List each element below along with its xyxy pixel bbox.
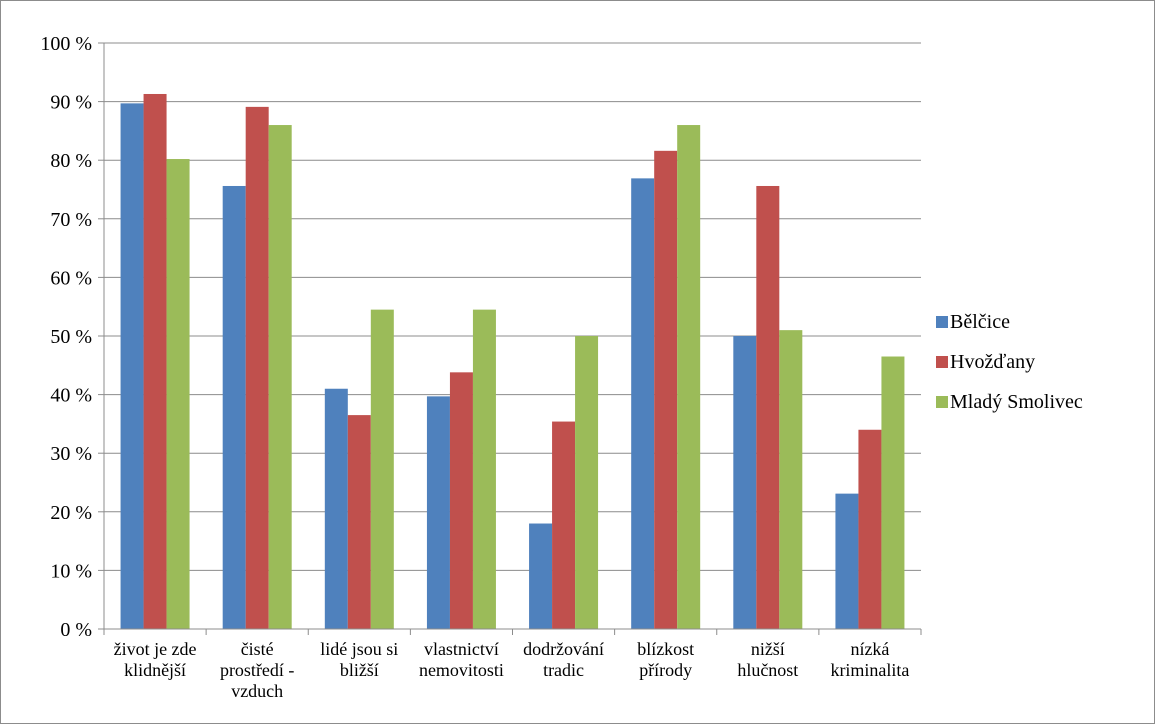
y-tick-label: 90 % — [50, 92, 92, 114]
bar — [143, 93, 167, 630]
bar — [166, 159, 190, 629]
x-category-label: klidnější — [124, 660, 186, 680]
legend-label: Hvožďany — [950, 351, 1035, 373]
y-tick-label: 100 % — [40, 33, 92, 55]
legend-label: Bělčice — [950, 311, 1010, 333]
x-category-label: tradic — [543, 660, 584, 680]
bars — [120, 93, 905, 630]
bar — [222, 185, 246, 629]
bar — [370, 309, 394, 629]
y-tick-label: 60 % — [50, 267, 92, 289]
bar — [631, 178, 655, 629]
bar — [779, 330, 803, 629]
y-tick-labels: 0 % 10 % 20 % 30 % 40 % 50 % 60 % 70 % 80 % 90 % 1… — [40, 33, 92, 641]
bar — [120, 103, 144, 629]
bar — [245, 106, 269, 629]
y-tick-label: 70 % — [50, 209, 92, 231]
y-tick-label: 0 % — [60, 619, 92, 641]
x-category-label: blízkost — [637, 639, 694, 659]
bar — [858, 429, 882, 629]
y-tick-label: 10 % — [50, 560, 92, 582]
bar — [324, 388, 348, 629]
legend-swatch — [936, 356, 948, 368]
bar — [449, 372, 473, 629]
x-category-label: přírody — [639, 660, 692, 680]
legend-swatch — [936, 316, 948, 328]
axes — [98, 42, 922, 635]
x-category-label: nižší — [751, 639, 785, 659]
y-tick-label: 80 % — [50, 150, 92, 172]
legend: Bělčice Hvožďany Mladý Smolivec — [936, 311, 1083, 413]
bar — [881, 356, 905, 629]
x-category-label: vlastnictví — [424, 639, 499, 659]
legend-label: Mladý Smolivec — [950, 391, 1083, 413]
legend-swatch — [936, 396, 948, 408]
bar — [347, 415, 371, 629]
x-category-label: čisté — [241, 639, 274, 659]
x-category-label: dodržování — [523, 639, 604, 659]
x-category-label: bližší — [340, 660, 379, 680]
x-category-label: život je zde — [114, 639, 197, 659]
bar — [835, 493, 859, 629]
bar — [268, 125, 292, 629]
x-category-label: lidé jsou si — [320, 639, 398, 659]
x-category-label: kriminalita — [830, 660, 909, 680]
bar — [529, 523, 553, 629]
bar — [756, 185, 780, 629]
x-category-label: nemovitosti — [419, 660, 504, 680]
x-category-label: nízká — [850, 639, 889, 659]
x-category-label: hlučnost — [737, 660, 798, 680]
bar — [575, 336, 599, 629]
x-category-label: prostředí - — [220, 660, 294, 680]
bar — [677, 125, 701, 629]
bar — [733, 336, 757, 629]
y-tick-label: 20 % — [50, 502, 92, 524]
y-tick-label: 50 % — [50, 326, 92, 348]
bar — [472, 309, 496, 629]
bar — [552, 421, 576, 629]
bar — [654, 150, 678, 629]
y-tick-label: 30 % — [50, 443, 92, 465]
y-tick-label: 40 % — [50, 385, 92, 407]
x-category-label: vzduch — [231, 681, 283, 701]
bar — [426, 396, 450, 629]
